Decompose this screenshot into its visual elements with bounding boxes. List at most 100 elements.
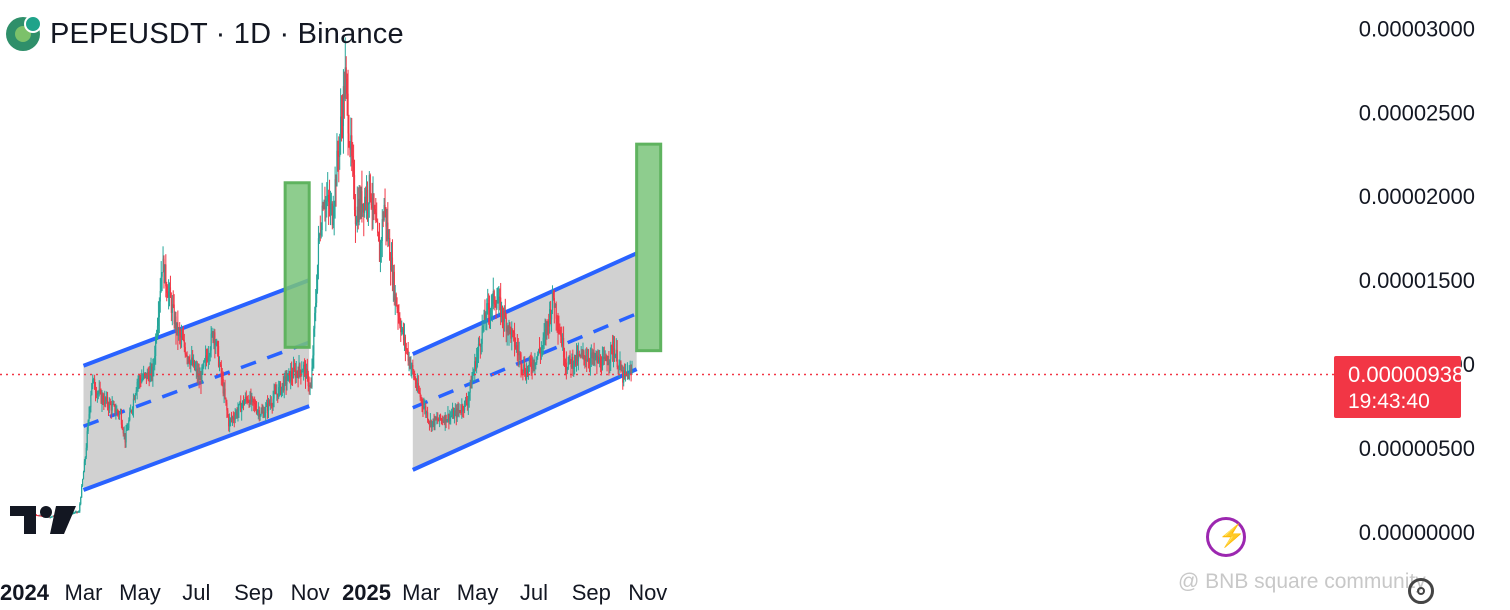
candle-body — [275, 391, 277, 395]
candle-body — [541, 346, 543, 349]
candle-body — [134, 394, 136, 400]
candle-body — [575, 355, 577, 364]
candle-body — [521, 367, 523, 370]
candle-body — [78, 511, 80, 513]
candle-body — [98, 389, 100, 393]
candle-body — [339, 136, 341, 157]
candle-body — [375, 212, 377, 221]
candle-body — [405, 347, 407, 350]
candle-body — [136, 382, 138, 391]
candle-body — [501, 306, 503, 318]
candle-body — [325, 200, 327, 209]
candle-body — [383, 204, 385, 221]
candle-body — [614, 355, 616, 358]
candle-body — [92, 379, 94, 384]
x-axis-label: Nov — [628, 580, 667, 605]
candle-body — [620, 361, 622, 371]
candle-body — [241, 405, 243, 412]
candle-body — [425, 406, 427, 414]
candle-body — [436, 418, 438, 420]
candle-body — [570, 359, 572, 368]
candle-body — [365, 189, 368, 204]
candle-body — [587, 358, 589, 362]
candle-body — [597, 356, 599, 363]
candle-body — [332, 216, 334, 226]
candle-body — [533, 360, 535, 366]
candle-body — [495, 304, 497, 309]
candle-body — [109, 402, 111, 405]
candle-body — [37, 515, 39, 517]
candle-body — [366, 189, 369, 205]
candle-body — [266, 403, 269, 411]
candle-body — [472, 374, 474, 379]
candle-body — [235, 411, 237, 416]
candle-body — [501, 306, 504, 318]
candle-body — [496, 303, 498, 309]
candle-body — [473, 371, 475, 375]
candle-body — [438, 420, 440, 422]
candle-body — [185, 354, 187, 356]
channel-lower-line — [82, 404, 310, 492]
candle-body — [464, 400, 467, 402]
x-axis-label: Mar — [402, 580, 440, 605]
candle-body — [97, 392, 99, 394]
candle-body — [168, 287, 171, 292]
candle-body — [379, 242, 382, 262]
candle-body — [79, 504, 81, 512]
tradingview-logo[interactable] — [10, 500, 76, 541]
candle-body — [180, 332, 182, 338]
candle-body — [503, 311, 505, 322]
candle-body — [183, 339, 185, 348]
last-price-tag: 0.00000938 19:43:40 — [1334, 356, 1464, 418]
candle-body — [459, 410, 461, 412]
candle-body — [619, 361, 621, 364]
candle-body — [443, 420, 445, 424]
candle-body — [563, 356, 566, 362]
candle-body — [342, 86, 345, 126]
candle-body — [625, 371, 628, 374]
candle-body — [420, 397, 422, 399]
candle-body — [247, 400, 249, 402]
candle-body — [586, 359, 588, 362]
candle-body — [234, 415, 236, 420]
candle-body — [477, 343, 480, 352]
candle-body — [447, 414, 449, 420]
x-axis-label: Nov — [291, 580, 330, 605]
settings-gear-icon[interactable] — [1408, 578, 1434, 604]
candle-body — [372, 193, 374, 208]
candle-body — [129, 412, 131, 421]
candle-body — [257, 410, 259, 412]
candle-body — [135, 390, 137, 395]
candle-body — [328, 194, 330, 202]
symbol-title[interactable]: PEPEUSDT · 1D · Binance — [50, 17, 404, 50]
candle-body — [554, 303, 556, 308]
candle-body — [189, 361, 191, 366]
candle-body — [579, 354, 581, 357]
candle-body — [493, 291, 495, 304]
channel-upper-line — [82, 278, 310, 368]
candle-body — [192, 360, 195, 365]
candle-body — [376, 220, 378, 223]
candle-body — [255, 408, 258, 413]
candle-body — [474, 361, 476, 372]
candle-body — [137, 380, 139, 383]
candle-body — [345, 67, 347, 79]
candle-body — [388, 237, 390, 240]
candle-body — [176, 322, 178, 331]
candle-body — [365, 196, 367, 204]
candle-body — [346, 78, 348, 94]
candle-body — [279, 383, 282, 394]
candle-body — [470, 382, 472, 389]
bolt-icon[interactable]: ⚡ — [1206, 517, 1246, 557]
candle-body — [83, 461, 86, 473]
candle-body — [148, 375, 150, 382]
candle-body — [152, 366, 154, 377]
candle-body — [571, 357, 573, 368]
candle-body — [244, 397, 246, 402]
candle-body — [254, 404, 257, 409]
candle-body — [427, 419, 430, 422]
candle-body — [36, 515, 38, 517]
candle-body — [467, 398, 469, 406]
candle-body — [187, 357, 189, 359]
